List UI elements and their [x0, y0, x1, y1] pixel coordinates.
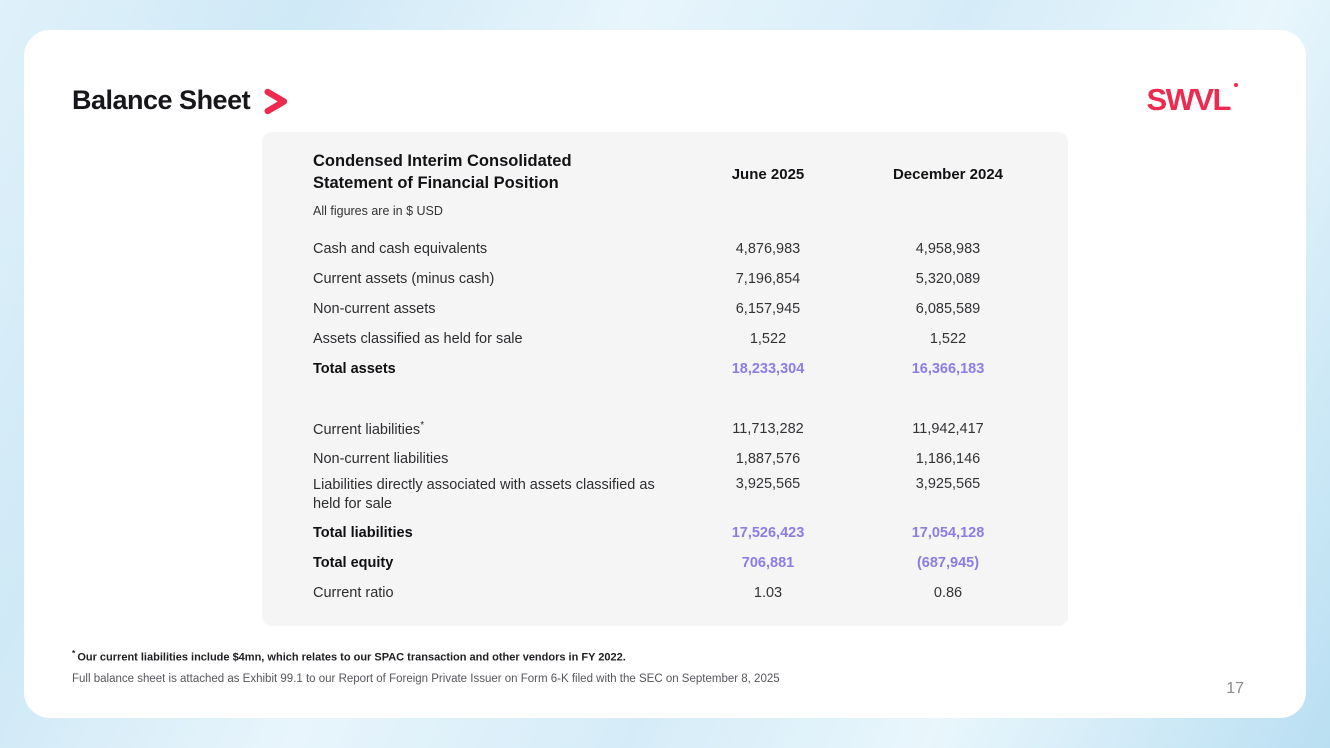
- row-value-june: 4,876,983: [735, 240, 801, 257]
- table-subtitle: All figures are in $ USD: [313, 203, 443, 218]
- brand-logo: SWVL: [1146, 82, 1238, 118]
- table-row: Current assets (minus cash) 7,196,854 5,…: [313, 264, 1043, 294]
- row-label: Assets classified as held for sale: [313, 330, 523, 347]
- row-value-december: 1,522: [929, 330, 967, 347]
- table-row: Non-current liabilities 1,887,576 1,186,…: [313, 444, 1043, 474]
- row-label: Non-current liabilities: [313, 450, 449, 467]
- row-value-june: 706,881: [741, 554, 795, 571]
- row-value-december: 6,085,589: [915, 300, 981, 317]
- table-row: Liabilities directly associated with ass…: [313, 474, 1043, 518]
- brand-logo-text: SWVL: [1146, 82, 1231, 117]
- row-value-december: 11,942,417: [912, 420, 984, 437]
- row-label: Liabilities directly associated with ass…: [313, 476, 655, 513]
- row-value-december: 3,925,565: [915, 475, 981, 492]
- row-value-june: 7,196,854: [735, 270, 801, 287]
- page-title-text: Balance Sheet: [72, 84, 251, 115]
- table-header: Condensed Interim Consolidated Statement…: [313, 150, 1043, 218]
- row-value-december: 1,186,146: [915, 450, 981, 467]
- column-header-december-2024: December 2024: [892, 166, 1004, 183]
- row-value-december: 0.86: [933, 584, 963, 601]
- footnotes: * Our current liabilities include $4mn, w…: [72, 648, 1306, 685]
- slide-card: Balance Sheet SWVL Condensed Interim Con…: [24, 30, 1306, 718]
- footnote-current-liabilities: * Our current liabilities include $4mn, w…: [72, 648, 626, 664]
- row-value-june: 1.03: [753, 584, 783, 601]
- footnote-marker: *: [420, 419, 425, 431]
- row-value-june: 17,526,423: [731, 524, 805, 541]
- page-title: Balance Sheet: [72, 85, 289, 116]
- row-label: Current ratio: [313, 584, 394, 601]
- footnote-marker: *: [72, 648, 76, 658]
- table-row: Assets classified as held for sale 1,522…: [313, 324, 1043, 354]
- section-spacer: [313, 384, 1043, 414]
- row-label: Current assets (minus cash): [313, 270, 495, 287]
- row-value-june: 1,522: [749, 330, 787, 347]
- row-label: Total liabilities: [313, 524, 413, 541]
- row-value-june: 11,713,282: [732, 420, 804, 437]
- row-value-december: 5,320,089: [915, 270, 981, 287]
- logo-trademark-dot: [1234, 83, 1238, 87]
- row-value-june: 3,925,565: [735, 475, 801, 492]
- row-value-june: 6,157,945: [735, 300, 801, 317]
- row-value-december: (687,945): [916, 554, 980, 571]
- table-row: Cash and cash equivalents 4,876,983 4,95…: [313, 234, 1043, 264]
- table-row: Non-current assets 6,157,945 6,085,589: [313, 294, 1043, 324]
- swvl-arrow-icon: [264, 88, 288, 115]
- row-label: Current liabilities*: [313, 419, 425, 438]
- table-row: Current liabilities* 11,713,282 11,942,4…: [313, 414, 1043, 444]
- row-value-june: 18,233,304: [731, 360, 805, 377]
- table-row-total-equity: Total equity 706,881 (687,945): [313, 548, 1043, 578]
- table-row-total-liabilities: Total liabilities 17,526,423 17,054,128: [313, 518, 1043, 548]
- row-label: Total assets: [313, 360, 396, 377]
- row-value-june: 1,887,576: [735, 450, 801, 467]
- table-row: Current ratio 1.03 0.86: [313, 578, 1043, 608]
- row-label: Non-current assets: [313, 300, 436, 317]
- row-value-december: 4,958,983: [915, 240, 981, 257]
- row-value-december: 17,054,128: [911, 524, 985, 541]
- table-title-block: Condensed Interim Consolidated Statement…: [313, 150, 683, 218]
- row-label: Total equity: [313, 554, 394, 571]
- table-body: Cash and cash equivalents 4,876,983 4,95…: [313, 234, 1043, 608]
- page-number: 17: [1226, 680, 1244, 697]
- table-row-total-assets: Total assets 18,233,304 16,366,183: [313, 354, 1043, 384]
- table-title: Condensed Interim Consolidated Statement…: [313, 152, 572, 193]
- row-value-december: 16,366,183: [911, 360, 985, 377]
- balance-sheet-table: Condensed Interim Consolidated Statement…: [262, 132, 1068, 626]
- slide-header: Balance Sheet SWVL: [24, 30, 1306, 118]
- column-header-june-2025: June 2025: [731, 166, 805, 183]
- row-label: Cash and cash equivalents: [313, 240, 488, 257]
- footnote-full-balance-sheet: Full balance sheet is attached as Exhibi…: [72, 672, 780, 685]
